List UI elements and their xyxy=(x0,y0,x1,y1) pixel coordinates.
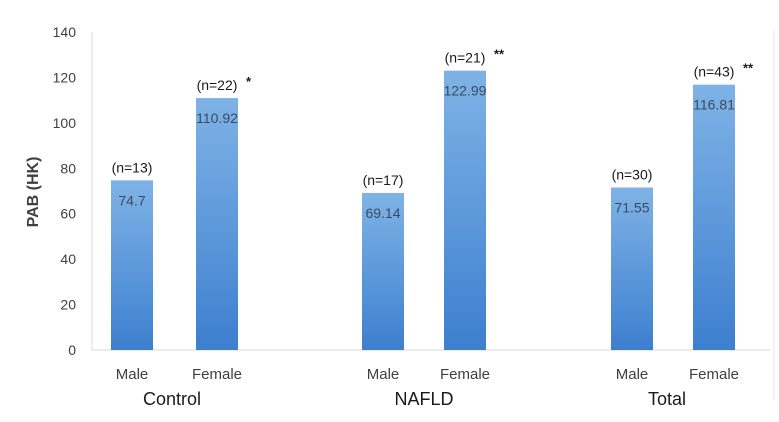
group-label: Total xyxy=(648,389,686,409)
group-label: NAFLD xyxy=(394,389,453,409)
bar-n-label: (n=13) xyxy=(112,159,153,175)
significance-marker: * xyxy=(246,74,252,89)
bars-layer: 74.7 (n=13) 110.92 (n=22) * 69.14 (n=17) 122.99… xyxy=(111,47,754,351)
bar-n-label: (n=22) xyxy=(197,77,238,93)
x-category-label: Female xyxy=(192,366,242,383)
bar-value-label: 122.99 xyxy=(444,83,487,99)
bar xyxy=(444,70,486,351)
bar-value-label: 110.92 xyxy=(196,110,238,126)
bar-value-label: 74.7 xyxy=(118,192,145,208)
y-tick-label: 60 xyxy=(60,206,76,222)
significance-marker: ** xyxy=(743,61,754,76)
y-tick-label: 40 xyxy=(60,251,76,267)
group-label: Control xyxy=(143,389,201,409)
y-axis-label: PAB (HK) xyxy=(25,157,42,228)
y-tick-label: 20 xyxy=(60,297,76,313)
group-labels: Control NAFLD Total xyxy=(143,389,686,409)
significance-marker: ** xyxy=(494,47,505,62)
bar-n-label: (n=43) xyxy=(694,64,735,80)
y-tick-labels: 0 20 40 60 80 100 120 140 xyxy=(53,24,77,358)
y-tick-label: 80 xyxy=(60,160,76,176)
bar-n-label: (n=30) xyxy=(612,166,653,182)
x-category-label: Female xyxy=(689,366,739,383)
bar-value-label: 69.14 xyxy=(365,205,400,221)
x-category-labels: Male Female Male Female Male Female xyxy=(116,366,739,383)
bar-value-label: 71.55 xyxy=(614,199,649,215)
x-category-label: Male xyxy=(367,366,400,383)
bar-n-label: (n=21) xyxy=(445,50,486,66)
x-category-label: Male xyxy=(616,366,649,383)
bar-n-label: (n=17) xyxy=(363,172,404,188)
bar xyxy=(611,187,653,350)
x-category-label: Male xyxy=(116,366,149,383)
y-tick-label: 0 xyxy=(68,342,76,358)
y-tick-label: 100 xyxy=(53,115,77,131)
y-tick-label: 140 xyxy=(53,24,77,40)
bar-value-label: 116.81 xyxy=(693,97,735,113)
bar xyxy=(362,192,404,350)
y-tick-label: 120 xyxy=(53,69,77,85)
bar xyxy=(196,98,238,350)
bar xyxy=(693,84,735,350)
x-category-label: Female xyxy=(440,366,490,383)
bar xyxy=(111,180,153,350)
